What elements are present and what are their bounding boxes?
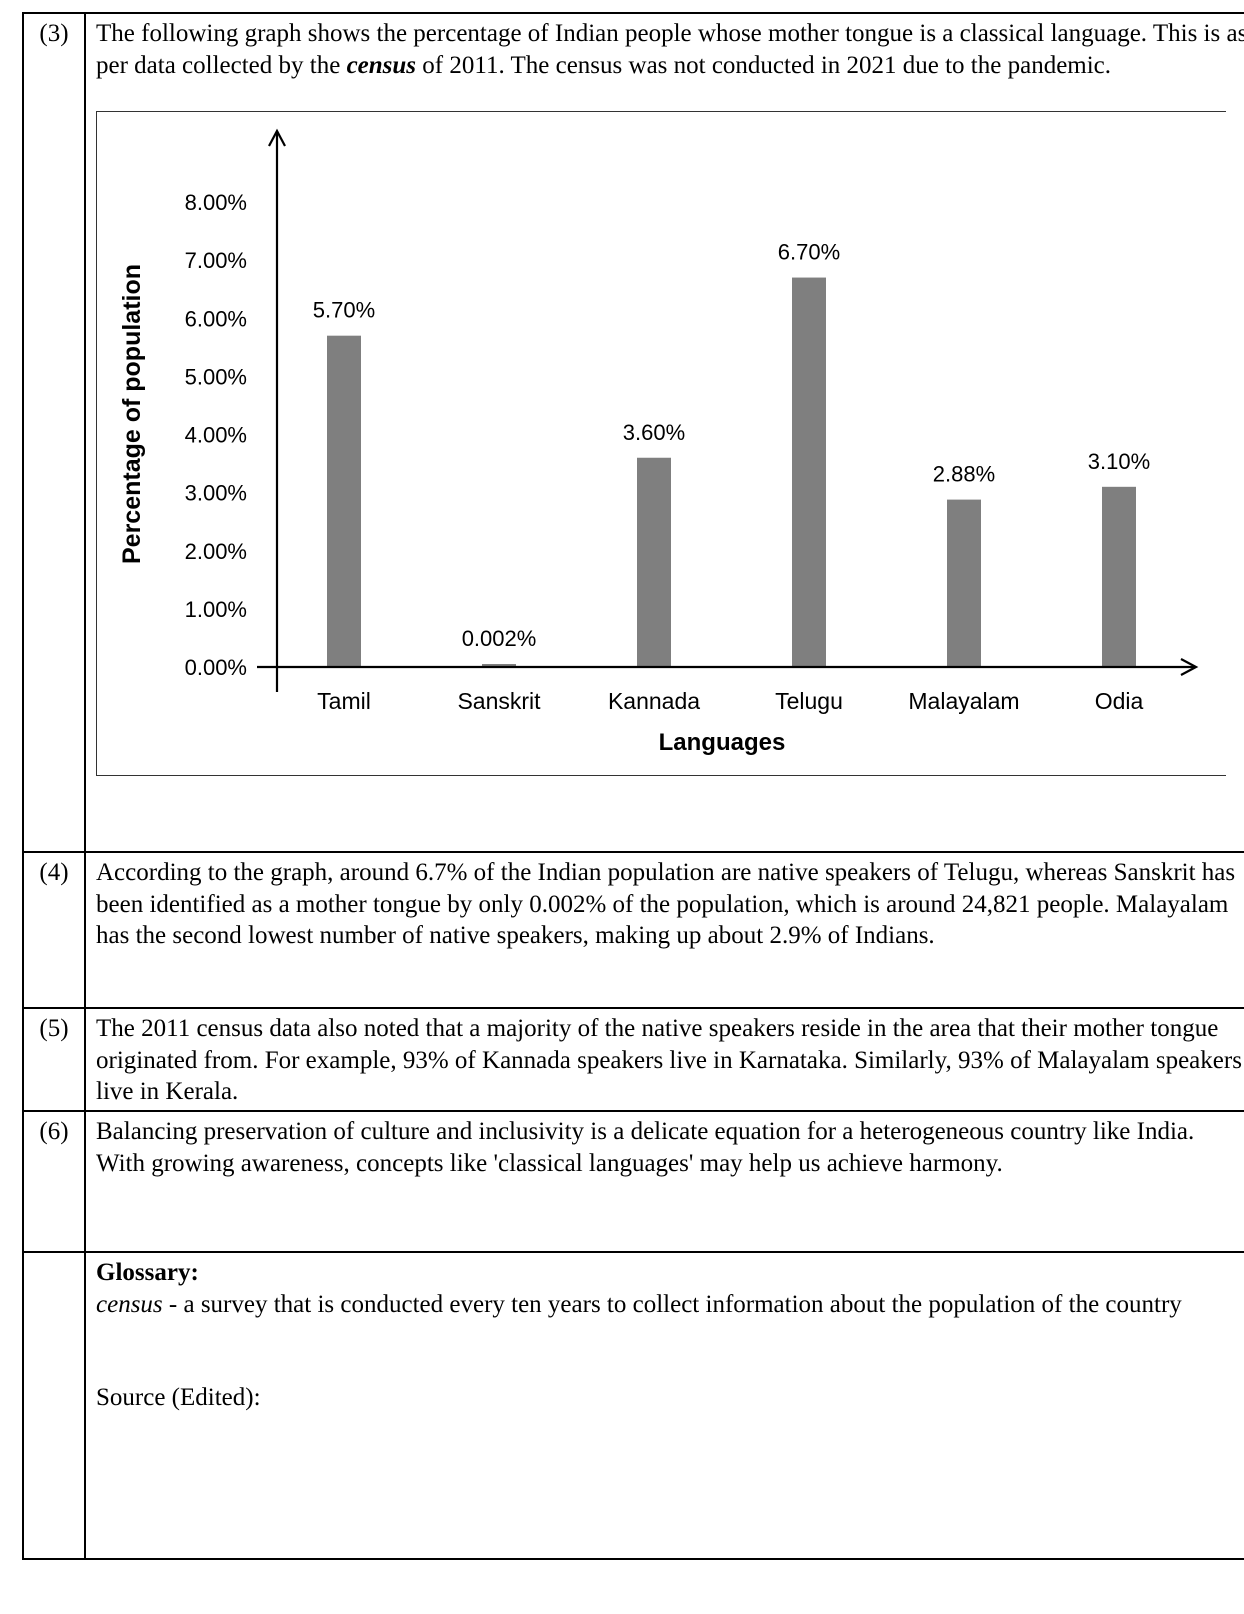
data-label: 2.88% [933,462,995,487]
row-content: Balancing preservation of culture and in… [84,1110,1244,1253]
bar-tamil [327,335,361,667]
data-label: 5.70% [313,298,375,323]
bar-telugu [792,277,826,667]
row-4: (4) According to the graph, around 6.7% … [22,851,1244,1009]
glossary-definition: census - a survey that is conducted ever… [96,1290,1182,1318]
x-tick-label: Malayalam [908,688,1019,714]
y-tick-label: 6.00% [185,306,247,331]
bar-sanskrit [482,664,516,667]
row-6: (6) Balancing preservation of culture an… [22,1110,1244,1253]
glossary-term: census [96,1290,163,1318]
x-axis-arrow [1180,658,1199,676]
y-tick-label: 1.00% [185,597,247,622]
bar-malayalam [947,499,981,667]
y-tick-label: 0.00% [185,655,247,680]
row-glossary: Glossary: census - a survey that is cond… [22,1251,1244,1560]
chart-svg: 0.00% 1.00% 2.00% 3.00% 4.00% 5.00% 6.00% 7.00%… [118,128,1199,756]
y-tick-label: 5.00% [185,364,247,389]
row-number: (6) [22,1110,86,1253]
paragraph-4: According to the graph, around 6.7% of t… [96,859,1236,949]
row-number: (3) [22,12,86,853]
row-number: (4) [22,851,86,1009]
source-line: Source (Edited): [96,1384,261,1411]
y-tick-label: 2.00% [185,539,247,564]
y-tick-label: 7.00% [185,248,247,273]
row-content: According to the graph, around 6.7% of t… [84,851,1244,1009]
document-table: (3) The following graph shows the percen… [22,12,1244,1560]
data-label: 3.10% [1088,449,1150,474]
y-tick-label: 4.00% [185,423,247,448]
glossary-title: Glossary: [96,1259,199,1286]
row-number: (5) [22,1007,86,1112]
data-label: 6.70% [778,240,840,265]
row-5: (5) The 2011 census data also noted that… [22,1007,1244,1112]
data-label: 0.002% [462,626,537,651]
glossary-content: Glossary: census - a survey that is cond… [84,1251,1244,1560]
census-term: census [346,51,417,79]
bar-kannada [637,457,671,667]
row-3: (3) The following graph shows the percen… [22,12,1244,853]
data-label: 3.60% [623,420,685,445]
bar-chart: 0.00% 1.00% 2.00% 3.00% 4.00% 5.00% 6.00% 7.00%… [96,111,1226,776]
row-content: The following graph shows the percentage… [84,12,1244,853]
y-axis-arrow [268,128,286,147]
y-tick-label: 3.00% [185,481,247,506]
y-tick-label: 8.00% [185,190,247,215]
x-tick-label: Odia [1095,688,1144,714]
x-tick-label: Telugu [775,688,843,714]
paragraph-5: The 2011 census data also noted that a m… [96,1015,1242,1105]
x-axis-label: Languages [659,729,786,756]
x-tick-label: Kannada [608,688,700,714]
x-tick-label: Sanskrit [457,688,541,714]
bar-odia [1102,486,1136,667]
row-number-empty [22,1251,86,1560]
x-tick-label: Tamil [317,688,371,714]
paragraph-3: The following graph shows the percentage… [96,20,1244,79]
row-content: The 2011 census data also noted that a m… [84,1007,1244,1112]
paragraph-6: Balancing preservation of culture and in… [96,1118,1195,1177]
y-axis-label: Percentage of population [118,264,146,564]
